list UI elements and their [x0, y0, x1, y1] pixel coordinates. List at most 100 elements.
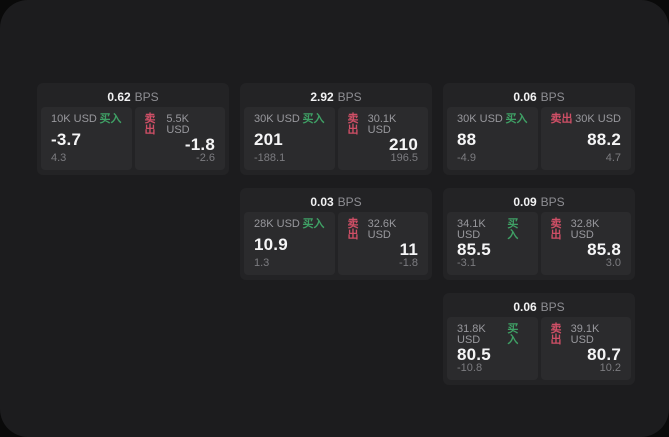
buy-panel[interactable]: 30K USD 买入 201 -188.1	[244, 107, 335, 170]
sell-panel-header: 卖出 5.5K USD	[145, 114, 216, 136]
quote-panels: 30K USD 买入 201 -188.1 卖出 30.1K USD 210 1…	[244, 107, 428, 170]
buy-price: 85.5	[457, 240, 491, 259]
sell-badge: 卖出	[550, 113, 573, 125]
sell-price: 88.2	[587, 129, 621, 149]
bps-unit-label: BPS	[540, 195, 565, 209]
sell-sub-value: 3.0	[605, 257, 621, 269]
bps-unit-label: BPS	[540, 300, 565, 314]
sell-price: 210	[389, 135, 418, 154]
quote-card: 0.03 BPS 28K USD 买入 10.9 1.3 卖出 32.6K US…	[240, 188, 432, 280]
sell-price: -1.8	[184, 135, 215, 154]
quote-card: 0.06 BPS 30K USD 买入 88 -4.9 卖出 30K USD 8…	[443, 83, 635, 175]
sell-notional: 30.1K USD	[367, 113, 397, 136]
quote-panels: 28K USD 买入 10.9 1.3 卖出 32.6K USD 11 -1.8	[244, 212, 428, 275]
bps-value: 2.92	[310, 90, 334, 104]
sell-sub-value: -1.8	[399, 257, 418, 269]
bps-unit-label: BPS	[337, 90, 362, 104]
buy-badge: 买入	[302, 113, 325, 125]
buy-panel-header: 30K USD 买入	[457, 114, 528, 125]
buy-panel-header: 31.8K USD 买入	[457, 324, 528, 346]
bps-value: 0.06	[513, 300, 537, 314]
buy-panel[interactable]: 30K USD 买入 88 -4.9	[447, 107, 538, 170]
quote-panels: 34.1K USD 买入 85.5 -3.1 卖出 32.8K USD 85.8…	[447, 212, 631, 275]
sell-badge: 卖出	[144, 113, 156, 136]
buy-notional: 30K USD	[457, 113, 503, 125]
sell-panel-header: 卖出 30.1K USD	[348, 114, 419, 136]
quote-panels: 10K USD 买入 -3.7 4.3 卖出 5.5K USD -1.8 -2.…	[41, 107, 225, 170]
bps-value: 0.06	[513, 90, 537, 104]
buy-panel[interactable]: 28K USD 买入 10.9 1.3	[244, 212, 335, 275]
buy-panel-header: 28K USD 买入	[254, 219, 325, 230]
buy-panel-header: 34.1K USD 买入	[457, 219, 528, 241]
sell-notional: 39.1K USD	[570, 323, 600, 346]
sell-sub-value: 10.2	[599, 362, 621, 374]
sell-sub-value: 196.5	[390, 152, 418, 164]
card-header: 0.03 BPS	[244, 192, 428, 212]
bps-value: 0.62	[107, 90, 131, 104]
buy-badge: 买入	[99, 113, 122, 125]
buy-price: 201	[254, 129, 283, 149]
buy-panel[interactable]: 10K USD 买入 -3.7 4.3	[41, 107, 132, 170]
bps-unit-label: BPS	[540, 90, 565, 104]
sell-panel-header: 卖出 32.8K USD	[551, 219, 622, 241]
buy-notional: 28K USD	[254, 218, 300, 230]
sell-notional: 32.6K USD	[367, 218, 397, 241]
quote-panels: 31.8K USD 买入 80.5 -10.8 卖出 39.1K USD 80.…	[447, 317, 631, 380]
sell-price: 80.7	[587, 345, 621, 364]
sell-panel-header: 卖出 32.6K USD	[348, 219, 419, 241]
buy-panel[interactable]: 34.1K USD 买入 85.5 -3.1	[447, 212, 538, 275]
buy-sub-value: -4.9	[457, 152, 476, 164]
sell-badge: 卖出	[550, 323, 562, 346]
buy-sub-value: -188.1	[254, 152, 286, 164]
sell-panel[interactable]: 卖出 39.1K USD 80.7 10.2	[540, 317, 631, 380]
sell-panel[interactable]: 卖出 32.8K USD 85.8 3.0	[540, 212, 631, 275]
buy-price: 88	[457, 129, 477, 149]
bps-unit-label: BPS	[134, 90, 159, 104]
sell-notional: 5.5K USD	[166, 113, 190, 136]
card-header: 0.09 BPS	[447, 192, 631, 212]
buy-price: 80.5	[457, 345, 491, 364]
card-header: 0.06 BPS	[447, 87, 631, 107]
sell-price: 11	[399, 240, 418, 259]
sell-price: 85.8	[587, 240, 621, 259]
buy-notional: 30K USD	[254, 113, 300, 125]
sell-notional: 32.8K USD	[570, 218, 600, 241]
buy-notional: 34.1K USD	[457, 218, 486, 241]
sell-panel-header: 卖出 39.1K USD	[551, 324, 622, 346]
sell-panel[interactable]: 卖出 30K USD 88.2 4.7	[540, 107, 631, 170]
sell-sub-value: 4.7	[605, 152, 621, 164]
quote-card: 2.92 BPS 30K USD 买入 201 -188.1 卖出 30.1K …	[240, 83, 432, 175]
sell-sub-value: -2.6	[196, 152, 215, 164]
buy-sub-value: -3.1	[457, 257, 476, 269]
sell-notional: 30K USD	[575, 113, 621, 125]
bps-unit-label: BPS	[337, 195, 362, 209]
sell-badge: 卖出	[347, 218, 359, 241]
buy-panel-header: 10K USD 买入	[51, 114, 122, 125]
sell-panel[interactable]: 卖出 30.1K USD 210 196.5	[337, 107, 428, 170]
card-header: 2.92 BPS	[244, 87, 428, 107]
sell-badge: 卖出	[347, 113, 359, 136]
bps-value: 0.09	[513, 195, 537, 209]
buy-badge: 买入	[505, 113, 528, 125]
bps-value: 0.03	[310, 195, 334, 209]
buy-panel-header: 30K USD 买入	[254, 114, 325, 125]
card-header: 0.06 BPS	[447, 297, 631, 317]
quote-card: 0.06 BPS 31.8K USD 买入 80.5 -10.8 卖出 39.1…	[443, 293, 635, 385]
card-header: 0.62 BPS	[41, 87, 225, 107]
buy-panel[interactable]: 31.8K USD 买入 80.5 -10.8	[447, 317, 538, 380]
buy-price: 10.9	[254, 234, 288, 254]
buy-sub-value: -10.8	[457, 362, 483, 374]
sell-panel[interactable]: 卖出 32.6K USD 11 -1.8	[337, 212, 428, 275]
buy-notional: 31.8K USD	[457, 323, 486, 346]
buy-badge: 买入	[507, 323, 519, 346]
sell-badge: 卖出	[550, 218, 562, 241]
buy-sub-value: 1.3	[254, 257, 270, 269]
sell-panel[interactable]: 卖出 5.5K USD -1.8 -2.6	[134, 107, 225, 170]
quote-panels: 30K USD 买入 88 -4.9 卖出 30K USD 88.2 4.7	[447, 107, 631, 170]
buy-badge: 买入	[507, 218, 519, 241]
buy-notional: 10K USD	[51, 113, 97, 125]
buy-sub-value: 4.3	[51, 152, 67, 164]
buy-price: -3.7	[51, 129, 82, 149]
buy-badge: 买入	[302, 218, 325, 230]
